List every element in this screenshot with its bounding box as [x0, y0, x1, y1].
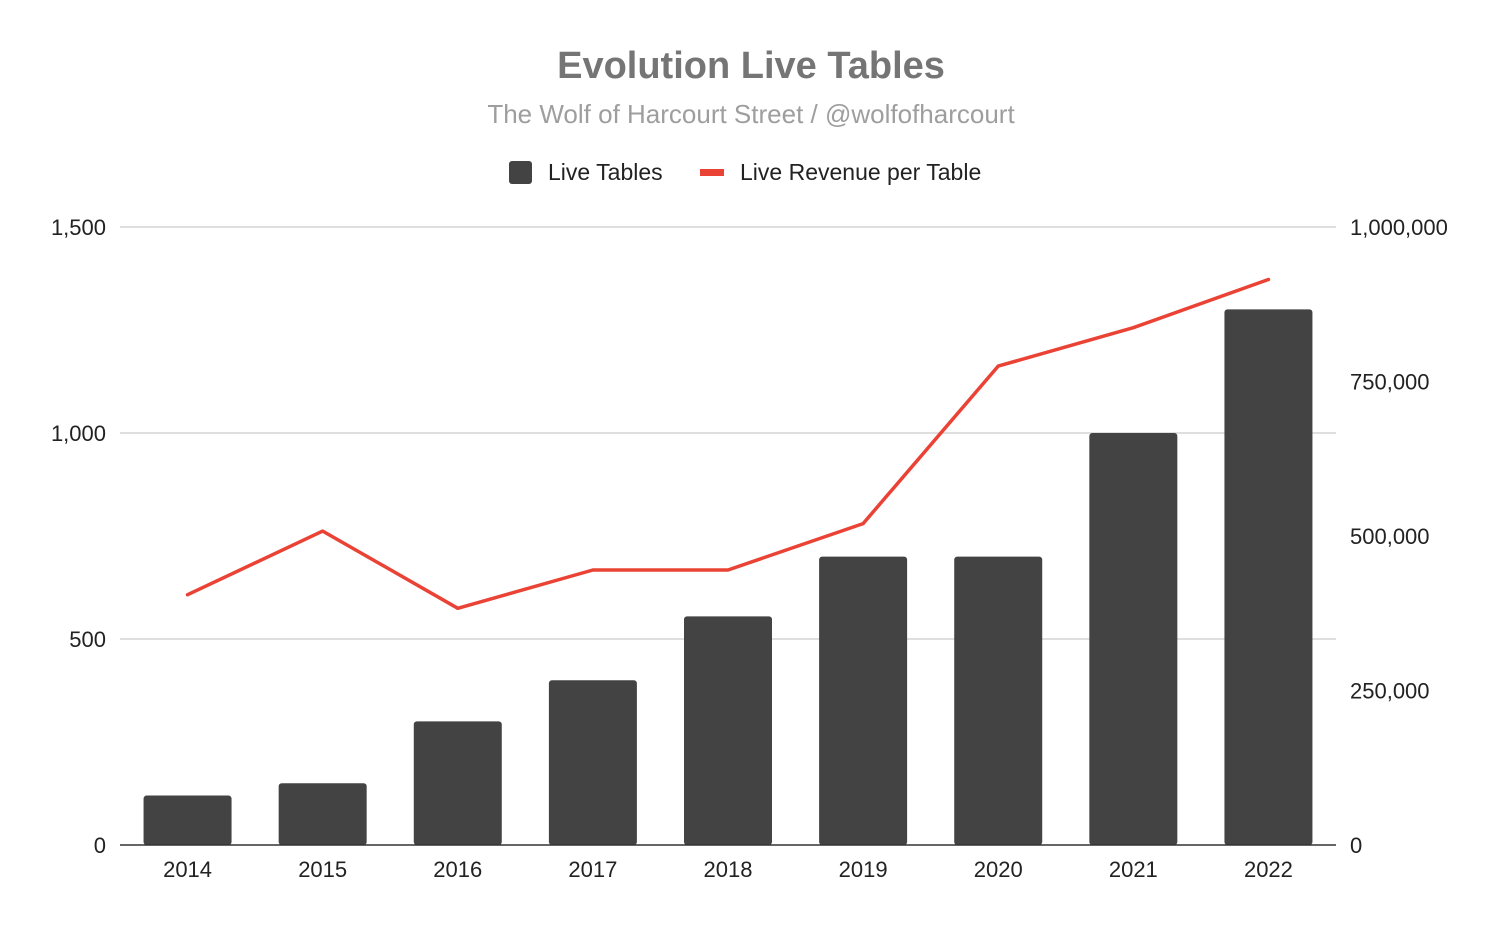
- bars: [143, 309, 1313, 845]
- x-tick-label-2014: 2014: [163, 857, 212, 882]
- x-tick-label-2019: 2019: [839, 857, 888, 882]
- revenue-point-2020: [996, 364, 1000, 368]
- x-tick-label-2018: 2018: [704, 857, 753, 882]
- y-axis-right: 0 250,000 500,000 750,000 1,000,000: [1350, 215, 1448, 858]
- y-left-tick-label: 0: [94, 833, 106, 858]
- bar-2016: [413, 721, 502, 845]
- x-tick-label-2016: 2016: [433, 857, 482, 882]
- y-left-tick-label: 1,000: [51, 421, 106, 446]
- y-right-tick-label: 750,000: [1350, 370, 1430, 395]
- x-tick-label-2017: 2017: [568, 857, 617, 882]
- x-tick-label-2015: 2015: [298, 857, 347, 882]
- x-tick-label-2021: 2021: [1109, 857, 1158, 882]
- x-tick-label-2022: 2022: [1244, 857, 1293, 882]
- revenue-point-2017: [591, 568, 595, 572]
- revenue-point-2016: [456, 606, 460, 610]
- revenue-point-2019: [861, 522, 865, 526]
- y-right-tick-label: 1,000,000: [1350, 215, 1448, 240]
- bar-2017: [548, 680, 637, 845]
- y-axis-left: 0 500 1,000 1,500: [51, 215, 106, 858]
- bar-2021: [1089, 433, 1178, 845]
- bar-2014: [143, 795, 232, 845]
- y-right-tick-label: 0: [1350, 833, 1362, 858]
- revenue-point-2015: [321, 529, 325, 533]
- bar-2022: [1224, 309, 1313, 845]
- revenue-point-2014: [185, 593, 190, 597]
- legend-swatch-live-tables: [509, 161, 532, 184]
- x-tick-label-2020: 2020: [974, 857, 1023, 882]
- legend-label-live-tables: Live Tables: [548, 159, 663, 185]
- bar-2015: [278, 783, 367, 845]
- chart-title: Evolution Live Tables: [557, 45, 945, 87]
- legend: Live Tables Live Revenue per Table: [509, 159, 981, 185]
- y-left-tick-label: 1,500: [51, 215, 106, 240]
- bar-2018: [684, 616, 772, 845]
- y-right-tick-label: 250,000: [1350, 679, 1430, 704]
- y-right-tick-label: 500,000: [1350, 524, 1430, 549]
- legend-label-revenue-per-table: Live Revenue per Table: [740, 159, 981, 185]
- bar-2020: [954, 556, 1043, 845]
- revenue-point-2021: [1131, 326, 1135, 330]
- x-tick-labels: 2014 2015 2016 2017 2018 2019 2020 2021 2022: [163, 857, 1293, 882]
- bar-2019: [819, 556, 908, 845]
- legend-swatch-revenue-per-table: [700, 169, 724, 176]
- revenue-point-2022: [1266, 277, 1271, 282]
- chart-subtitle: The Wolf of Harcourt Street / @wolfofhar…: [487, 99, 1015, 129]
- revenue-point-2018: [726, 568, 730, 572]
- revenue-line-series: [185, 277, 1271, 611]
- y-left-tick-label: 500: [69, 627, 106, 652]
